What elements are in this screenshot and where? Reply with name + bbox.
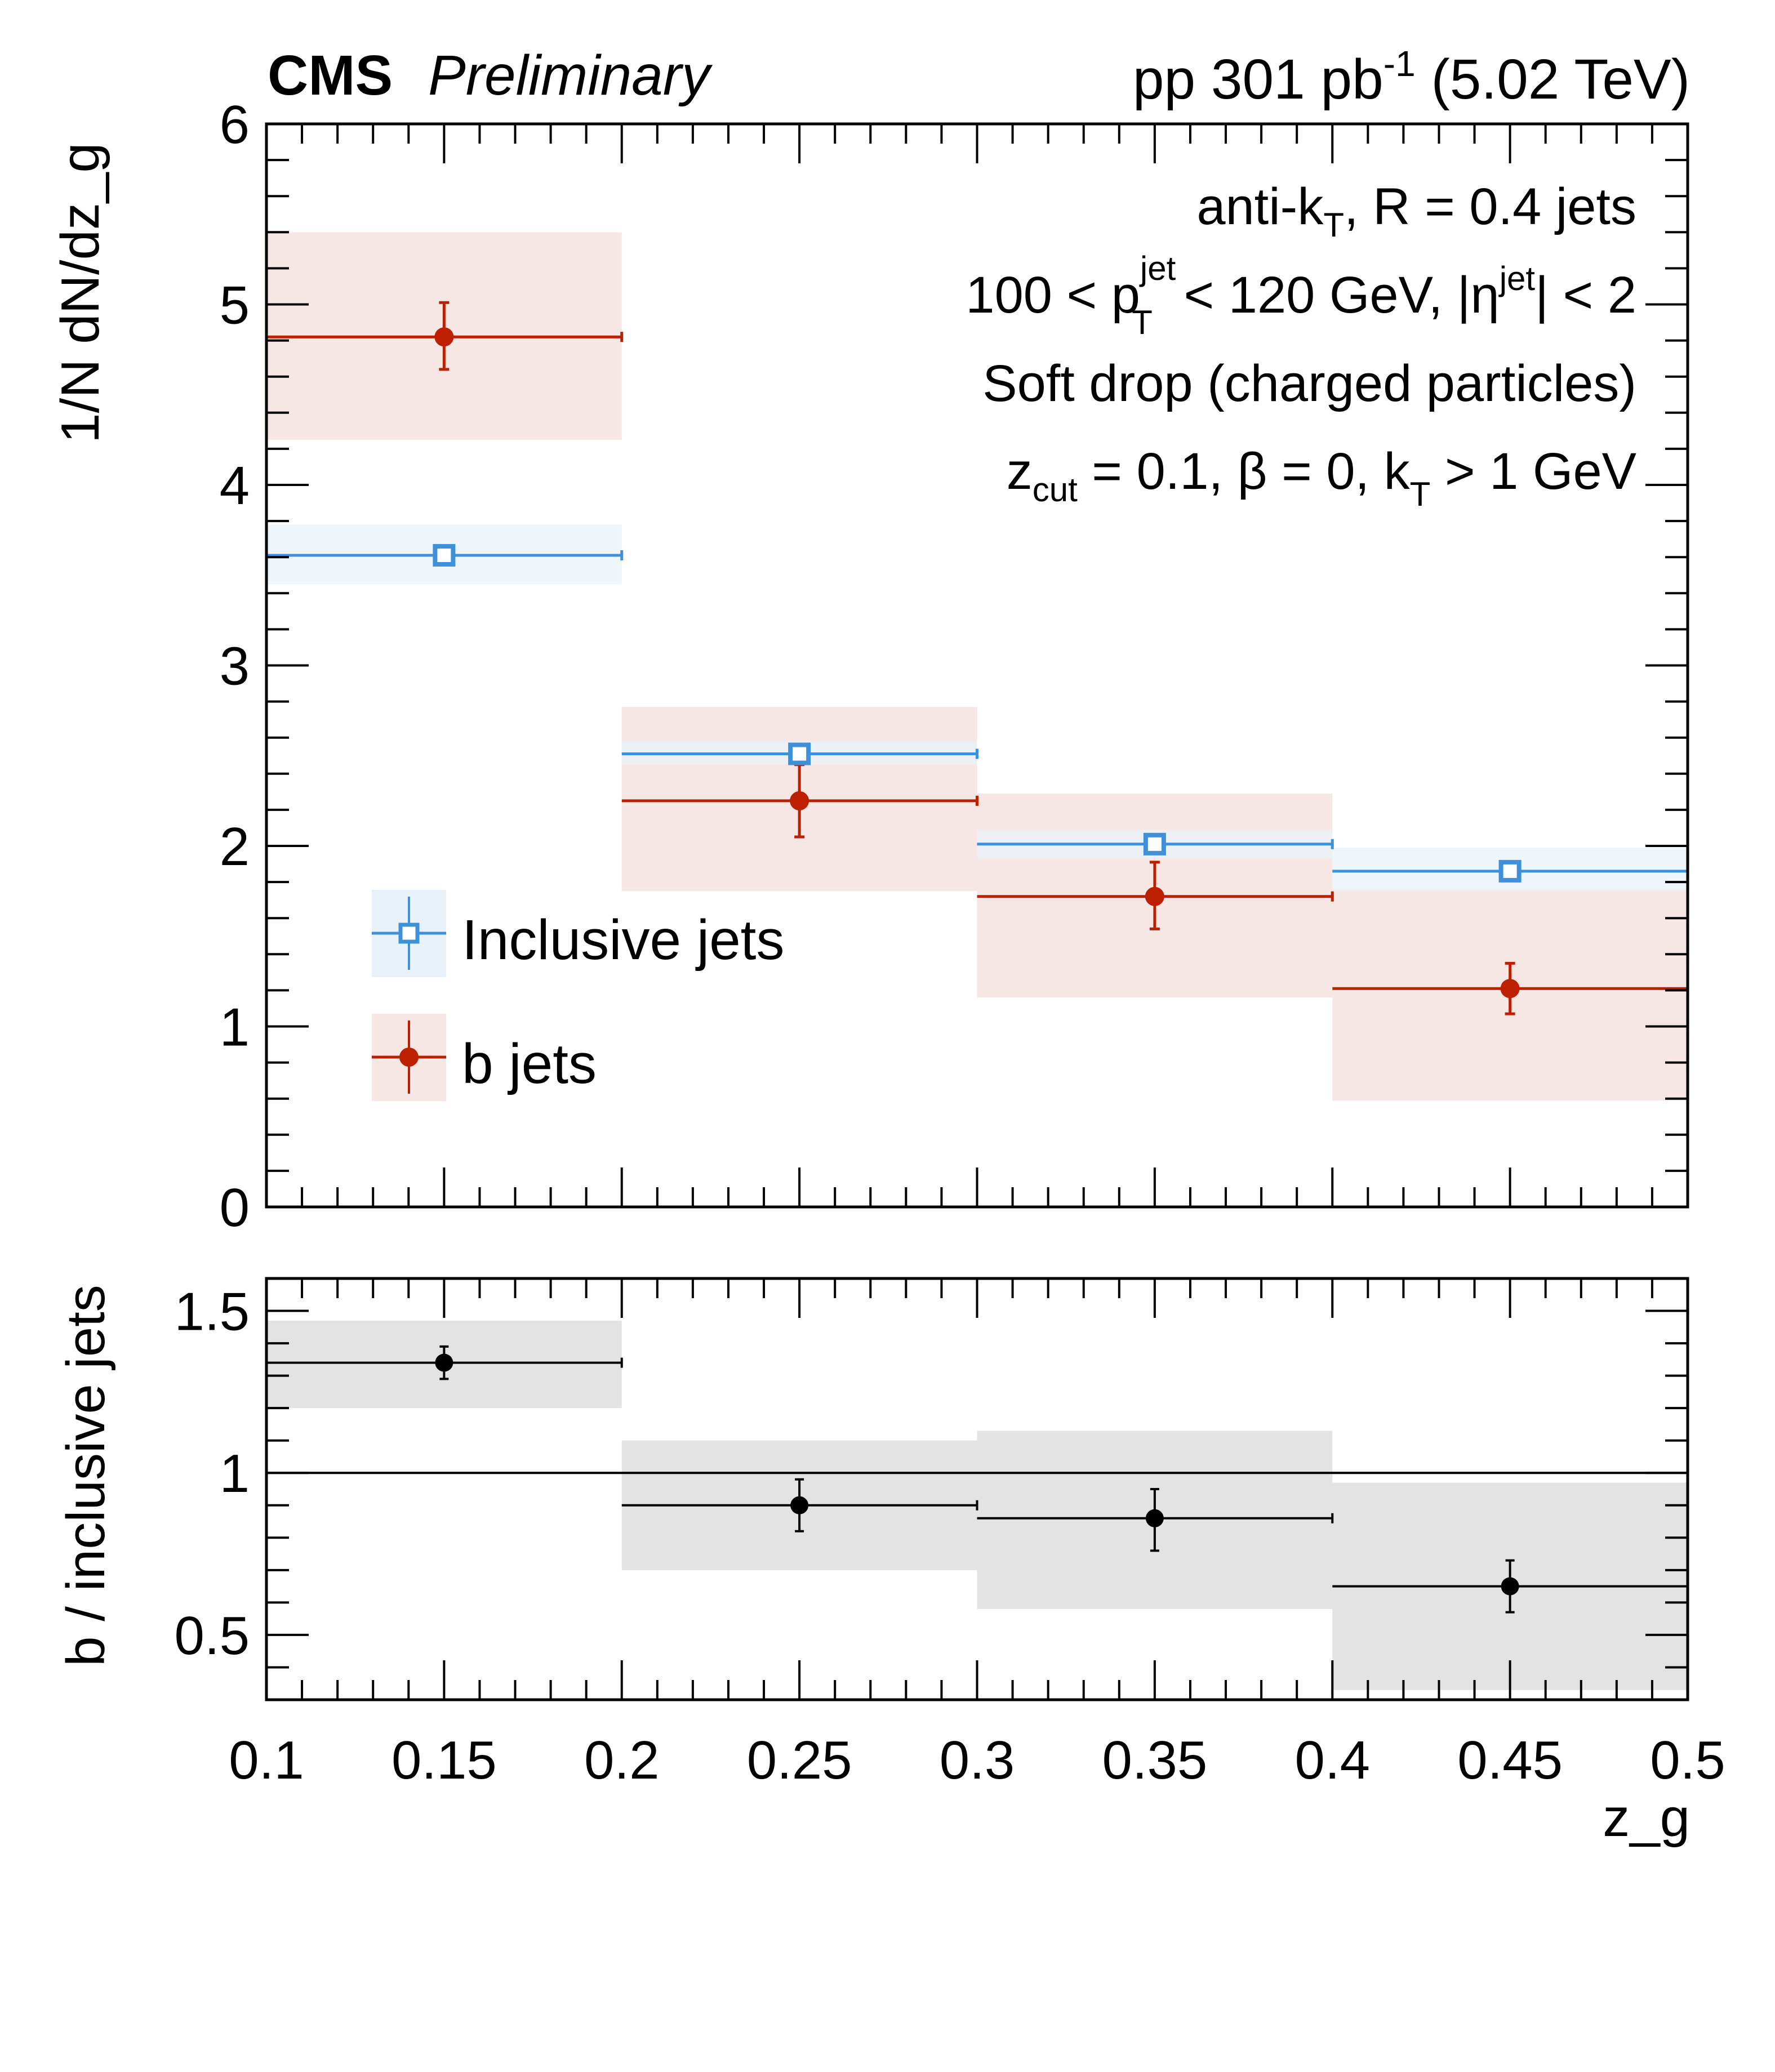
legend: Inclusive jets b jets (372, 890, 784, 1101)
inclusive-point (433, 543, 456, 567)
main-y-tick-label: 2 (220, 817, 250, 877)
legend-entry-inclusive: Inclusive jets (372, 890, 784, 977)
main-y-tick-label: 5 (220, 275, 250, 336)
x-tick-label: 0.45 (1457, 1730, 1563, 1790)
ratio-y-tick-label: 0.5 (175, 1606, 250, 1666)
legend-inclusive-label: Inclusive jets (462, 908, 784, 972)
ratio-point (435, 1353, 453, 1372)
ratio-point (1501, 1577, 1519, 1596)
x-tick-label: 0.2 (584, 1730, 659, 1790)
ratio-axes: 0.5 1 1.5 0.1 0.15 0.2 0.25 0.3 0.35 0.4 0.45 0.5 (175, 1277, 1725, 1790)
ratio-y-tick-label: 1 (220, 1443, 250, 1504)
ratio-point (790, 1496, 809, 1514)
inclusive-point (1498, 859, 1522, 883)
main-y-tick-label: 1 (220, 997, 250, 1058)
x-tick-label: 0.1 (229, 1730, 304, 1790)
x-tick-label: 0.35 (1102, 1730, 1207, 1790)
bjets-point (1145, 886, 1164, 906)
selection-annotations: anti-kT, R = 0.4 jets 100 < pjet T < 120 … (966, 178, 1636, 513)
lumi-label: pp 301 pb-1 (5.02 TeV) (1133, 43, 1690, 111)
bjets-point (1500, 979, 1520, 999)
x-tick-label: 0.4 (1295, 1730, 1370, 1790)
ratio-data-points (266, 1345, 1689, 1614)
preliminary-label: Preliminary (428, 44, 713, 107)
legend-bjets-marker (399, 1048, 419, 1067)
main-y-tick-label: 4 (220, 456, 250, 516)
ratio-point (1145, 1509, 1164, 1527)
inclusive-point (788, 742, 811, 765)
main-y-tick-label: 6 (220, 95, 250, 155)
legend-entry-bjets: b jets (372, 1014, 597, 1101)
lumi-sup: -1 (1383, 43, 1416, 84)
annotation-zcut: zcut = 0.1, β = 0, kT > 1 GeV (1007, 443, 1636, 513)
x-axis-title: z_g (1603, 1788, 1690, 1848)
main-y-tick-label: 0 (220, 1178, 250, 1238)
ratio-y-axis-title: b / inclusive jets (56, 1285, 116, 1666)
lumi-prefix: pp 301 pb (1133, 48, 1383, 111)
inclusive-point (1143, 832, 1166, 855)
ratio-y-tick-label: 1.5 (175, 1282, 250, 1342)
bjets-point (790, 791, 809, 810)
annotation-jet-algo: anti-kT, R = 0.4 jets (1196, 178, 1636, 244)
x-tick-label: 0.3 (940, 1730, 1015, 1790)
main-y-tick-label: 3 (220, 636, 250, 697)
cms-label: CMS (268, 44, 393, 107)
main-axes: 0 1 2 3 4 5 6 (220, 95, 1689, 1238)
annotation-soft-drop: Soft drop (charged particles) (982, 355, 1636, 412)
x-tick-label: 0.25 (747, 1730, 852, 1790)
bjets-point (434, 327, 454, 347)
main-y-axis-title: 1/N dN/dz_g (50, 142, 110, 443)
lumi-suffix: (5.02 TeV) (1416, 48, 1690, 111)
x-tick-label: 0.15 (392, 1730, 497, 1790)
main-data-points (266, 301, 1689, 1015)
annotation-pt-eta: 100 < pjet T < 120 GeV, |ηjet| < 2 (966, 249, 1636, 341)
legend-bjets-label: b jets (462, 1032, 597, 1095)
legend-inclusive-marker (398, 923, 420, 944)
x-tick-label: 0.5 (1650, 1730, 1725, 1790)
